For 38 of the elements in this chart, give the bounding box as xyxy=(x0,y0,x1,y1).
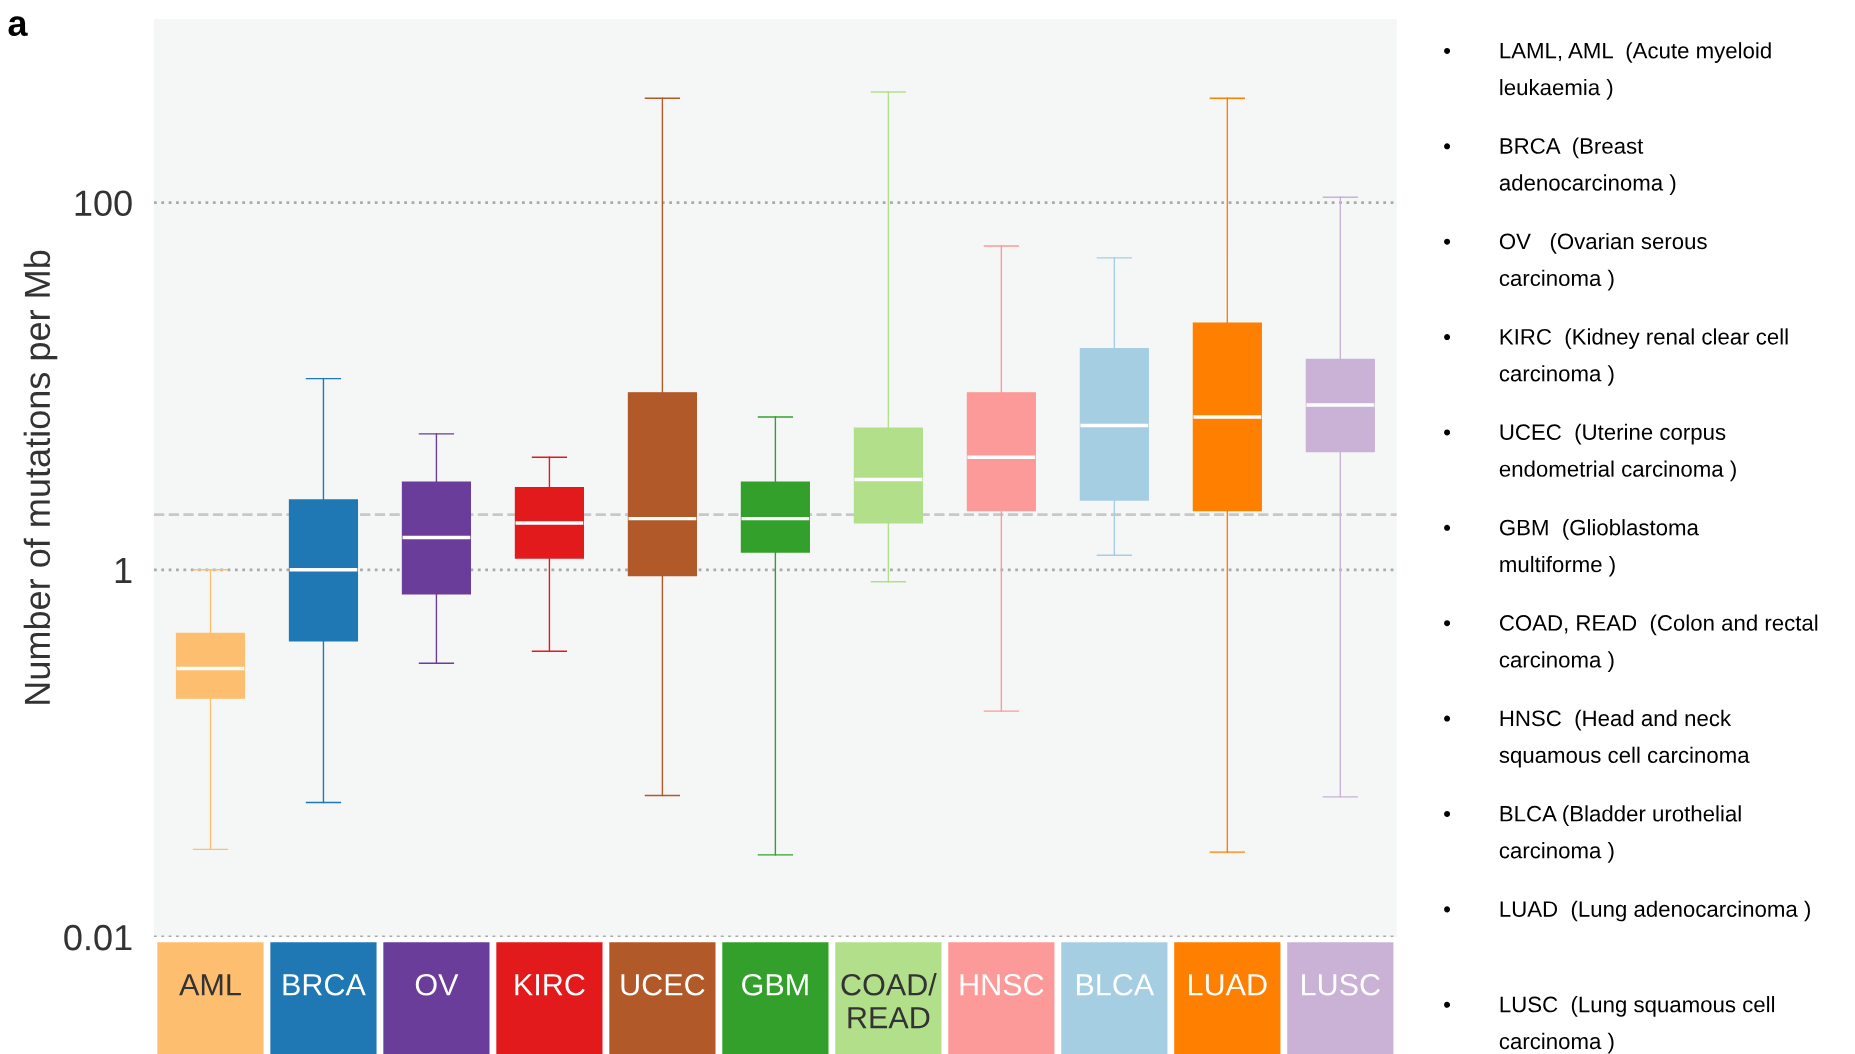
text: • xyxy=(1444,715,1451,722)
x-tick-label: LUAD xyxy=(1189,974,1267,996)
text: HNSC (Head and neck squamous cell carcinoma xyxy=(1499,709,1750,768)
text: • xyxy=(1444,810,1451,818)
text: LUAD (Lung adenocarcinoma ) xyxy=(1500,900,1810,922)
text: • xyxy=(1444,238,1451,245)
text: • xyxy=(1444,143,1451,150)
x-tick-label: AML xyxy=(179,974,241,996)
y-axis-title: Number of mutations per Mb xyxy=(23,250,58,704)
text: LUSC (Lung squamous cell carcinoma ) xyxy=(1499,996,1775,1054)
text: • xyxy=(1444,906,1451,913)
text: KIRC (Kidney renal clear cell carcinoma ) xyxy=(1499,328,1788,386)
text: • xyxy=(1444,620,1451,627)
x-tick-label: BRCA xyxy=(283,973,366,996)
text: • xyxy=(1444,47,1451,54)
text: COAD, READ (Colon and rectal carcinoma ) xyxy=(1499,614,1818,673)
y-tick-label: 100 xyxy=(75,190,132,217)
x-tick-label: HNSC xyxy=(960,973,1044,996)
y-tick-label: 0.01 xyxy=(64,924,132,951)
text: • xyxy=(1444,429,1451,436)
text: BLCA (Bladder urothelial carcinoma ) xyxy=(1499,805,1741,863)
x-tick-label: KIRC xyxy=(515,973,585,996)
x-tick-label: BLCA xyxy=(1076,973,1155,996)
x-tick-label: GBM xyxy=(742,973,808,996)
text: • xyxy=(1444,334,1451,341)
text: • xyxy=(1444,524,1451,531)
text: • xyxy=(1444,1001,1451,1008)
text: GBM (Glioblastoma multiforme ) xyxy=(1499,519,1699,577)
text: a xyxy=(8,16,28,37)
text: BRCA (Breast adenocarcinoma ) xyxy=(1499,137,1676,196)
text: LAML, AML (Acute myeloid leukaemia ) xyxy=(1500,42,1771,100)
x-tick-label: UCEC xyxy=(621,973,705,996)
text: UCEC (Uterine corpus endometrial carcinoma ) xyxy=(1499,423,1736,482)
x-tick-label: LUSC xyxy=(1302,973,1380,996)
y-tick-label: 1 xyxy=(115,558,132,583)
text: OV (Ovarian serous carcinoma ) xyxy=(1499,232,1707,291)
x-tick-label: OV xyxy=(415,973,459,996)
x-tick-label: COAD/ READ xyxy=(841,973,937,1029)
